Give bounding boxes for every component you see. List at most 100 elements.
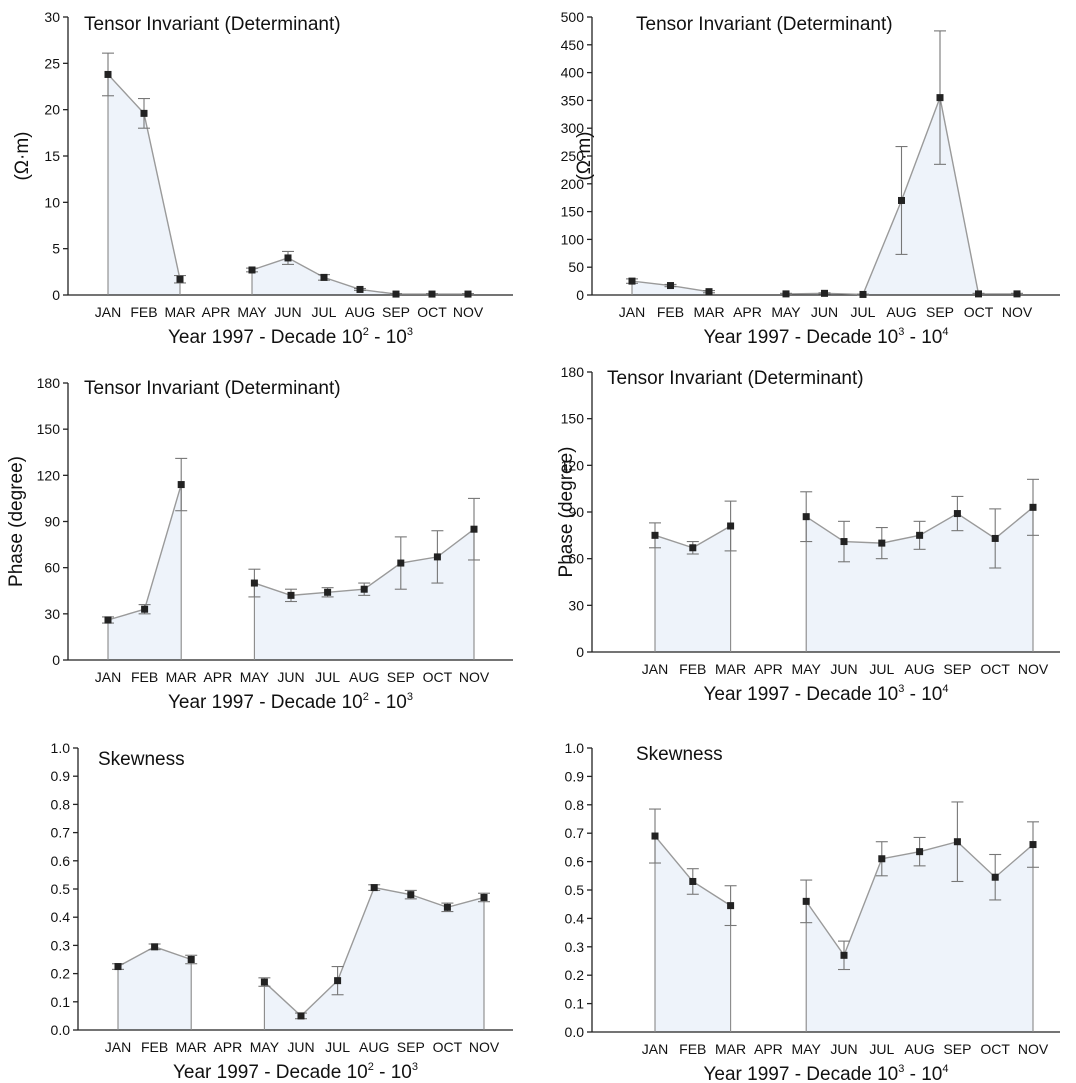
x-tick-label: JUL xyxy=(869,1041,894,1057)
chart-panel-2: 0 50 100 150 200 250 300 350 400 450 500 JAN FEB MAR A… xyxy=(561,9,1060,348)
data-point xyxy=(433,553,441,561)
data-point xyxy=(898,196,905,204)
x-tick-label: MAR xyxy=(715,1041,746,1057)
y-tick-label: 250 xyxy=(561,148,585,164)
x-axis-label: Year 1997 - Decade 102 - 103 xyxy=(168,691,413,713)
data-point xyxy=(392,290,400,298)
data-point xyxy=(287,591,295,599)
x-tick-label: JUN xyxy=(830,1041,857,1057)
x-tick-label: MAY xyxy=(792,1041,822,1057)
y-tick-label: 0.2 xyxy=(51,966,71,982)
y-tick-label: 0 xyxy=(52,287,60,303)
chart-panel-4: 0 30 60 90 120 150 180 JAN FEB MAR APR MAY JUN JUL AUG… xyxy=(556,364,1060,705)
chart-panel-6: 0.0 0.1 0.2 0.3 0.4 0.5 0.6 0.7 0.8 0.9 1.0 JAN FEB M… xyxy=(565,740,1060,1083)
x-tick-label: JAN xyxy=(642,1041,668,1057)
y-tick-label: 0.2 xyxy=(565,967,585,983)
data-point xyxy=(840,538,848,546)
y-axis-label: (Ω·m) xyxy=(574,131,595,180)
data-point xyxy=(464,290,472,298)
x-tick-label: OCT xyxy=(980,661,1010,677)
x-tick-label: FEB xyxy=(679,661,706,677)
series-area-shade xyxy=(118,946,192,1030)
data-point xyxy=(397,559,405,567)
panel-title: Skewness xyxy=(98,749,185,770)
y-tick-label: 0.7 xyxy=(51,825,71,841)
y-tick-label: 0.0 xyxy=(51,1022,71,1038)
x-tick-label: SEP xyxy=(943,661,971,677)
y-axis-label: Phase (degree) xyxy=(556,447,577,578)
y-tick-label: 0.1 xyxy=(51,994,71,1010)
y-tick-label: 20 xyxy=(44,102,60,118)
y-tick-label: 0.1 xyxy=(565,996,585,1012)
y-tick-label: 0 xyxy=(52,652,60,668)
x-tick-label: AUG xyxy=(359,1039,389,1055)
series-area-shade xyxy=(655,836,731,1032)
data-point xyxy=(443,903,451,911)
data-point xyxy=(141,605,149,613)
x-tick-label: AUG xyxy=(904,661,934,677)
x-axis-label: Year 1997 - Decade 103 - 104 xyxy=(703,1063,948,1083)
chart-panel-5: 0.0 0.1 0.2 0.3 0.4 0.5 0.6 0.7 0.8 0.9 1.0 JAN FEB M… xyxy=(51,740,513,1083)
x-tick-label: NOV xyxy=(1002,304,1033,320)
series-area-shade xyxy=(655,526,731,652)
x-tick-label: JUL xyxy=(312,304,337,320)
y-tick-label: 450 xyxy=(561,37,585,53)
data-point xyxy=(324,588,332,596)
data-point xyxy=(689,544,697,552)
y-tick-label: 1.0 xyxy=(565,740,585,756)
series-area-shade xyxy=(806,507,1033,652)
x-tick-label: MAR xyxy=(715,661,746,677)
y-tick-label: 5 xyxy=(52,241,60,257)
data-point xyxy=(953,838,961,846)
x-tick-label: SEP xyxy=(943,1041,971,1057)
data-point xyxy=(651,832,659,840)
data-point xyxy=(480,893,488,901)
x-tick-label: JAN xyxy=(95,304,121,320)
x-tick-label: MAR xyxy=(166,669,197,685)
x-tick-label: AUG xyxy=(886,304,916,320)
y-tick-label: 0.4 xyxy=(565,910,585,926)
data-point xyxy=(187,956,195,963)
data-point xyxy=(284,254,292,262)
data-point xyxy=(953,510,961,518)
data-point xyxy=(370,884,378,892)
data-point xyxy=(651,531,659,539)
data-point xyxy=(114,963,122,971)
x-tick-label: JAN xyxy=(642,661,668,677)
series-area-shade xyxy=(252,257,468,295)
x-tick-label: SEP xyxy=(926,304,954,320)
chart-panel-1: 0 5 10 15 20 25 30 JAN FEB MAR APR MAY JUN JUL AUG SEP O… xyxy=(12,9,513,348)
y-tick-label: 0.3 xyxy=(565,939,585,955)
x-tick-label: NOV xyxy=(1018,1041,1049,1057)
panel-title: Tensor Invariant (Determinant) xyxy=(84,378,341,399)
y-tick-label: 90 xyxy=(568,504,584,520)
x-axis-label: Year 1997 - Decade 103 - 104 xyxy=(703,683,948,705)
y-tick-label: 500 xyxy=(561,9,585,25)
y-tick-label: 150 xyxy=(561,204,585,220)
y-tick-label: 120 xyxy=(37,467,61,483)
data-point xyxy=(878,539,886,547)
y-tick-label: 0.9 xyxy=(565,768,585,784)
x-tick-label: JAN xyxy=(105,1039,131,1055)
y-tick-label: 0 xyxy=(576,287,584,303)
series-area-shade xyxy=(806,841,1033,1032)
panel-title: Tensor Invariant (Determinant) xyxy=(607,368,864,389)
x-tick-label: MAY xyxy=(792,661,822,677)
x-tick-label: APR xyxy=(203,669,232,685)
x-tick-label: AUG xyxy=(345,304,375,320)
y-tick-label: 15 xyxy=(44,148,60,164)
y-tick-label: 30 xyxy=(568,597,584,613)
y-tick-label: 25 xyxy=(44,55,60,71)
data-point xyxy=(407,891,415,899)
series-area-shade xyxy=(786,97,1017,296)
x-tick-label: SEP xyxy=(387,669,415,685)
data-point xyxy=(727,902,735,910)
x-tick-label: MAR xyxy=(176,1039,207,1055)
x-tick-label: APR xyxy=(202,304,231,320)
x-tick-label: APR xyxy=(733,304,762,320)
panel-title: Skewness xyxy=(636,744,723,765)
x-tick-label: APR xyxy=(754,661,783,677)
y-tick-label: 200 xyxy=(561,176,585,192)
data-point xyxy=(782,290,790,298)
data-point xyxy=(840,951,848,959)
